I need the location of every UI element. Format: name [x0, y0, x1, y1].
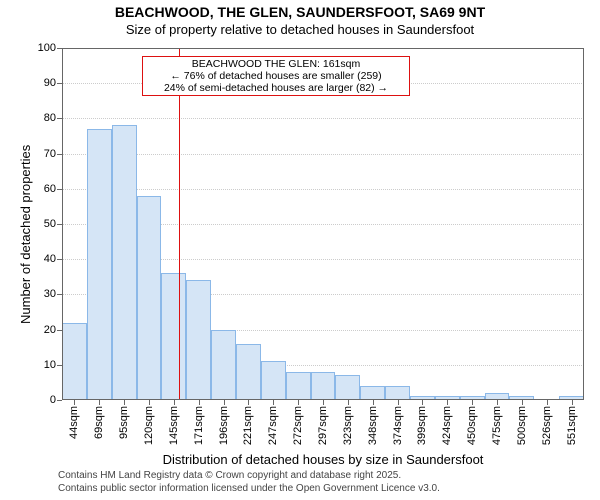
chart-title-line1: BEACHWOOD, THE GLEN, SAUNDERSFOOT, SA69 …	[0, 4, 600, 20]
y-axis-label: Number of detached properties	[18, 145, 33, 324]
ytick-label: 100	[38, 42, 62, 54]
footer-line: Contains HM Land Registry data © Crown c…	[58, 470, 440, 483]
ytick-label: 60	[44, 183, 62, 195]
xtick-label: 399sqm	[416, 406, 428, 445]
xtick-label: 374sqm	[392, 406, 404, 445]
plot-area: BEACHWOOD THE GLEN: 161sqm← 76% of detac…	[62, 48, 584, 400]
x-axis-label: Distribution of detached houses by size …	[62, 452, 584, 467]
xtick-label: 69sqm	[93, 406, 105, 439]
xtick-label: 500sqm	[516, 406, 528, 445]
plot-border	[62, 48, 584, 400]
xtick-label: 221sqm	[242, 406, 254, 445]
footer-line: Contains public sector information licen…	[58, 483, 440, 496]
xtick-label: 145sqm	[168, 406, 180, 445]
xtick-label: 526sqm	[541, 406, 553, 445]
xtick-label: 196sqm	[218, 406, 230, 445]
xtick-label: 120sqm	[143, 406, 155, 445]
xtick-label: 551sqm	[566, 406, 578, 445]
xtick-label: 272sqm	[292, 406, 304, 445]
xtick-label: 171sqm	[193, 406, 205, 445]
ytick-label: 40	[44, 253, 62, 265]
xtick-label: 95sqm	[118, 406, 130, 439]
ytick-label: 20	[44, 324, 62, 336]
ytick-label: 90	[44, 77, 62, 89]
chart-container: { "title": { "line1": "BEACHWOOD, THE GL…	[0, 0, 600, 500]
ytick-label: 80	[44, 112, 62, 124]
xtick-label: 424sqm	[441, 406, 453, 445]
ytick-label: 70	[44, 148, 62, 160]
xtick-label: 348sqm	[367, 406, 379, 445]
xtick-label: 450sqm	[466, 406, 478, 445]
xtick-label: 44sqm	[68, 406, 80, 439]
xtick-label: 323sqm	[342, 406, 354, 445]
xtick-label: 297sqm	[317, 406, 329, 445]
ytick-label: 10	[44, 359, 62, 371]
xtick-label: 247sqm	[267, 406, 279, 445]
chart-title-line2: Size of property relative to detached ho…	[0, 22, 600, 37]
ytick-label: 30	[44, 288, 62, 300]
xtick-label: 475sqm	[491, 406, 503, 445]
footer-attribution: Contains HM Land Registry data © Crown c…	[58, 470, 440, 495]
ytick-label: 0	[50, 394, 62, 406]
ytick-label: 50	[44, 218, 62, 230]
